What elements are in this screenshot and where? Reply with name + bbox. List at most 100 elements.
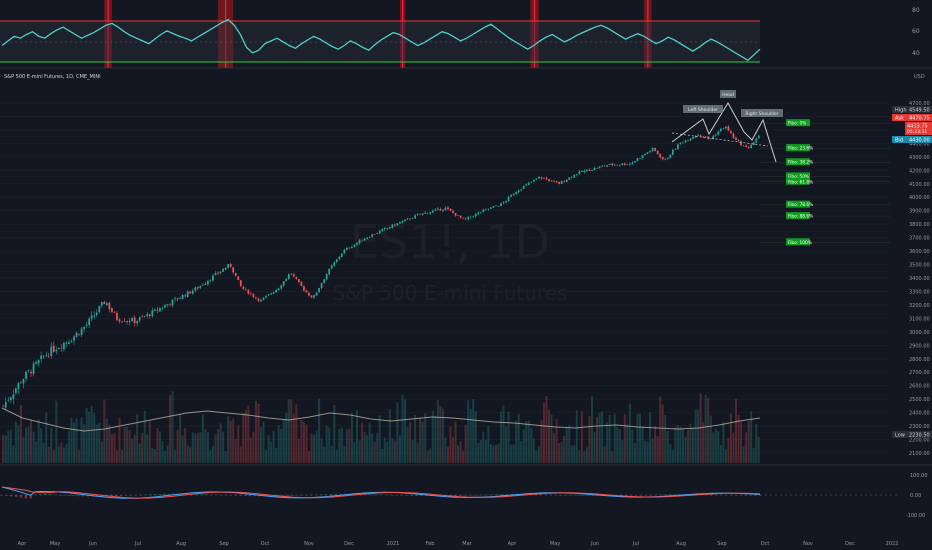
candle-body <box>108 302 111 309</box>
volume-bar <box>474 411 477 463</box>
macd-histogram-bar <box>267 495 271 497</box>
macd-histogram-bar <box>372 494 376 495</box>
volume-bar <box>494 445 497 463</box>
volume-bar <box>27 426 30 463</box>
price-axis-label: 3500.00 <box>909 263 930 269</box>
time-axis-label: May <box>550 541 560 547</box>
candle-body <box>396 223 399 226</box>
volume-bar <box>386 441 389 463</box>
volume-bar <box>734 399 738 463</box>
fib-level-label: Fibo: 100% <box>788 240 812 246</box>
volume-bar <box>128 430 131 463</box>
candle-body <box>560 181 563 184</box>
candle-body <box>260 299 262 302</box>
candle-body <box>371 234 374 238</box>
candle-body <box>449 208 452 211</box>
volume-bar <box>737 415 740 463</box>
candle-body <box>25 371 27 379</box>
time-axis-label: Sep <box>219 541 228 547</box>
volume-bar <box>381 448 384 463</box>
candle-body <box>100 302 103 306</box>
price-axis-label: 2800.00 <box>909 357 930 363</box>
rsi-level-label: 40 <box>912 50 920 57</box>
candle-body <box>570 177 573 178</box>
volume-bar <box>176 429 179 463</box>
volume-bar <box>270 441 273 463</box>
candle-body <box>328 268 331 275</box>
macd-histogram-bar <box>339 493 342 495</box>
candle-body <box>128 320 131 322</box>
volume-bar <box>146 434 149 463</box>
candle-body <box>479 212 482 213</box>
candle-body <box>522 185 525 189</box>
volume-bar <box>505 426 508 463</box>
candle-body <box>752 142 755 146</box>
symbol-title[interactable]: S&P 500 E-mini Futures, 1D, CME_MINI <box>4 74 101 80</box>
macd-histogram-bar <box>67 495 70 496</box>
candle-body <box>113 311 116 313</box>
candle-body <box>447 207 449 209</box>
candle-body <box>654 147 657 151</box>
candle-body <box>704 136 707 138</box>
volume-bar <box>727 437 730 463</box>
candle-body <box>219 271 222 274</box>
candle-body <box>267 294 270 296</box>
time-axis-label: Jun <box>590 541 599 547</box>
candle-body <box>290 274 293 275</box>
macd-histogram-bar <box>248 495 252 497</box>
volume-bar <box>113 433 116 463</box>
volume-bar <box>219 423 222 463</box>
candle-body <box>7 400 10 402</box>
volume-bar <box>449 426 452 463</box>
macd-histogram-bar <box>448 495 452 496</box>
volume-bar <box>148 421 151 463</box>
candle-body <box>75 332 78 338</box>
volume-bar <box>138 443 141 463</box>
price-axis-label: 3700.00 <box>909 236 930 242</box>
price-axis-label: 2100.00 <box>909 451 930 457</box>
price-axis[interactable]: 4700.004600.004500.004400.004300.004200.… <box>909 101 930 457</box>
volume-bar <box>45 412 48 463</box>
candle-body <box>730 130 732 134</box>
volume-bar <box>85 407 88 463</box>
volume-bar <box>540 420 543 463</box>
time-axis[interactable]: Apr May Jun Jul Aug Sep Oct Nov Dec 2021 Feb Mar Apr… <box>18 541 899 547</box>
time-axis-label: Apr <box>508 541 518 547</box>
candle-body <box>709 138 712 140</box>
candle-body <box>495 205 497 207</box>
candle-body <box>338 256 341 260</box>
volume-bar <box>355 410 359 463</box>
macd-histogram-bar <box>286 495 290 496</box>
volume-bar <box>573 445 576 463</box>
candle-body <box>209 280 212 282</box>
volume-bar <box>282 419 285 463</box>
volume-bar <box>603 446 606 463</box>
volume-bar <box>477 442 480 463</box>
volume-bar <box>704 394 707 463</box>
volume-bar <box>583 450 586 463</box>
candle-body <box>280 285 283 289</box>
volume-bar <box>611 450 614 463</box>
macd-histogram-bar <box>539 494 542 495</box>
volume-bar <box>133 434 136 463</box>
volume-bar <box>558 443 561 463</box>
candle-body <box>634 160 636 163</box>
volume-moving-average <box>1 407 761 432</box>
macd-histogram-bar <box>754 495 757 496</box>
volume-bar <box>257 403 260 463</box>
volume-bar <box>697 409 700 463</box>
fib-level-box <box>786 119 810 127</box>
volume-bar <box>62 447 65 463</box>
candle-body <box>247 289 250 294</box>
candle-body <box>116 312 118 320</box>
volume-bar <box>694 409 697 463</box>
fib-level-label: Fibo: 50% <box>788 174 809 180</box>
time-axis-label: Dec <box>344 541 354 547</box>
candle-body <box>586 169 588 172</box>
price-axis-label: 4100.00 <box>909 182 930 188</box>
candle-body <box>404 219 406 222</box>
ask-tag-label: Ask <box>895 116 904 122</box>
macd-histogram-bar <box>201 494 204 495</box>
time-axis-label: Aug <box>676 541 686 547</box>
candle-body <box>335 259 338 263</box>
